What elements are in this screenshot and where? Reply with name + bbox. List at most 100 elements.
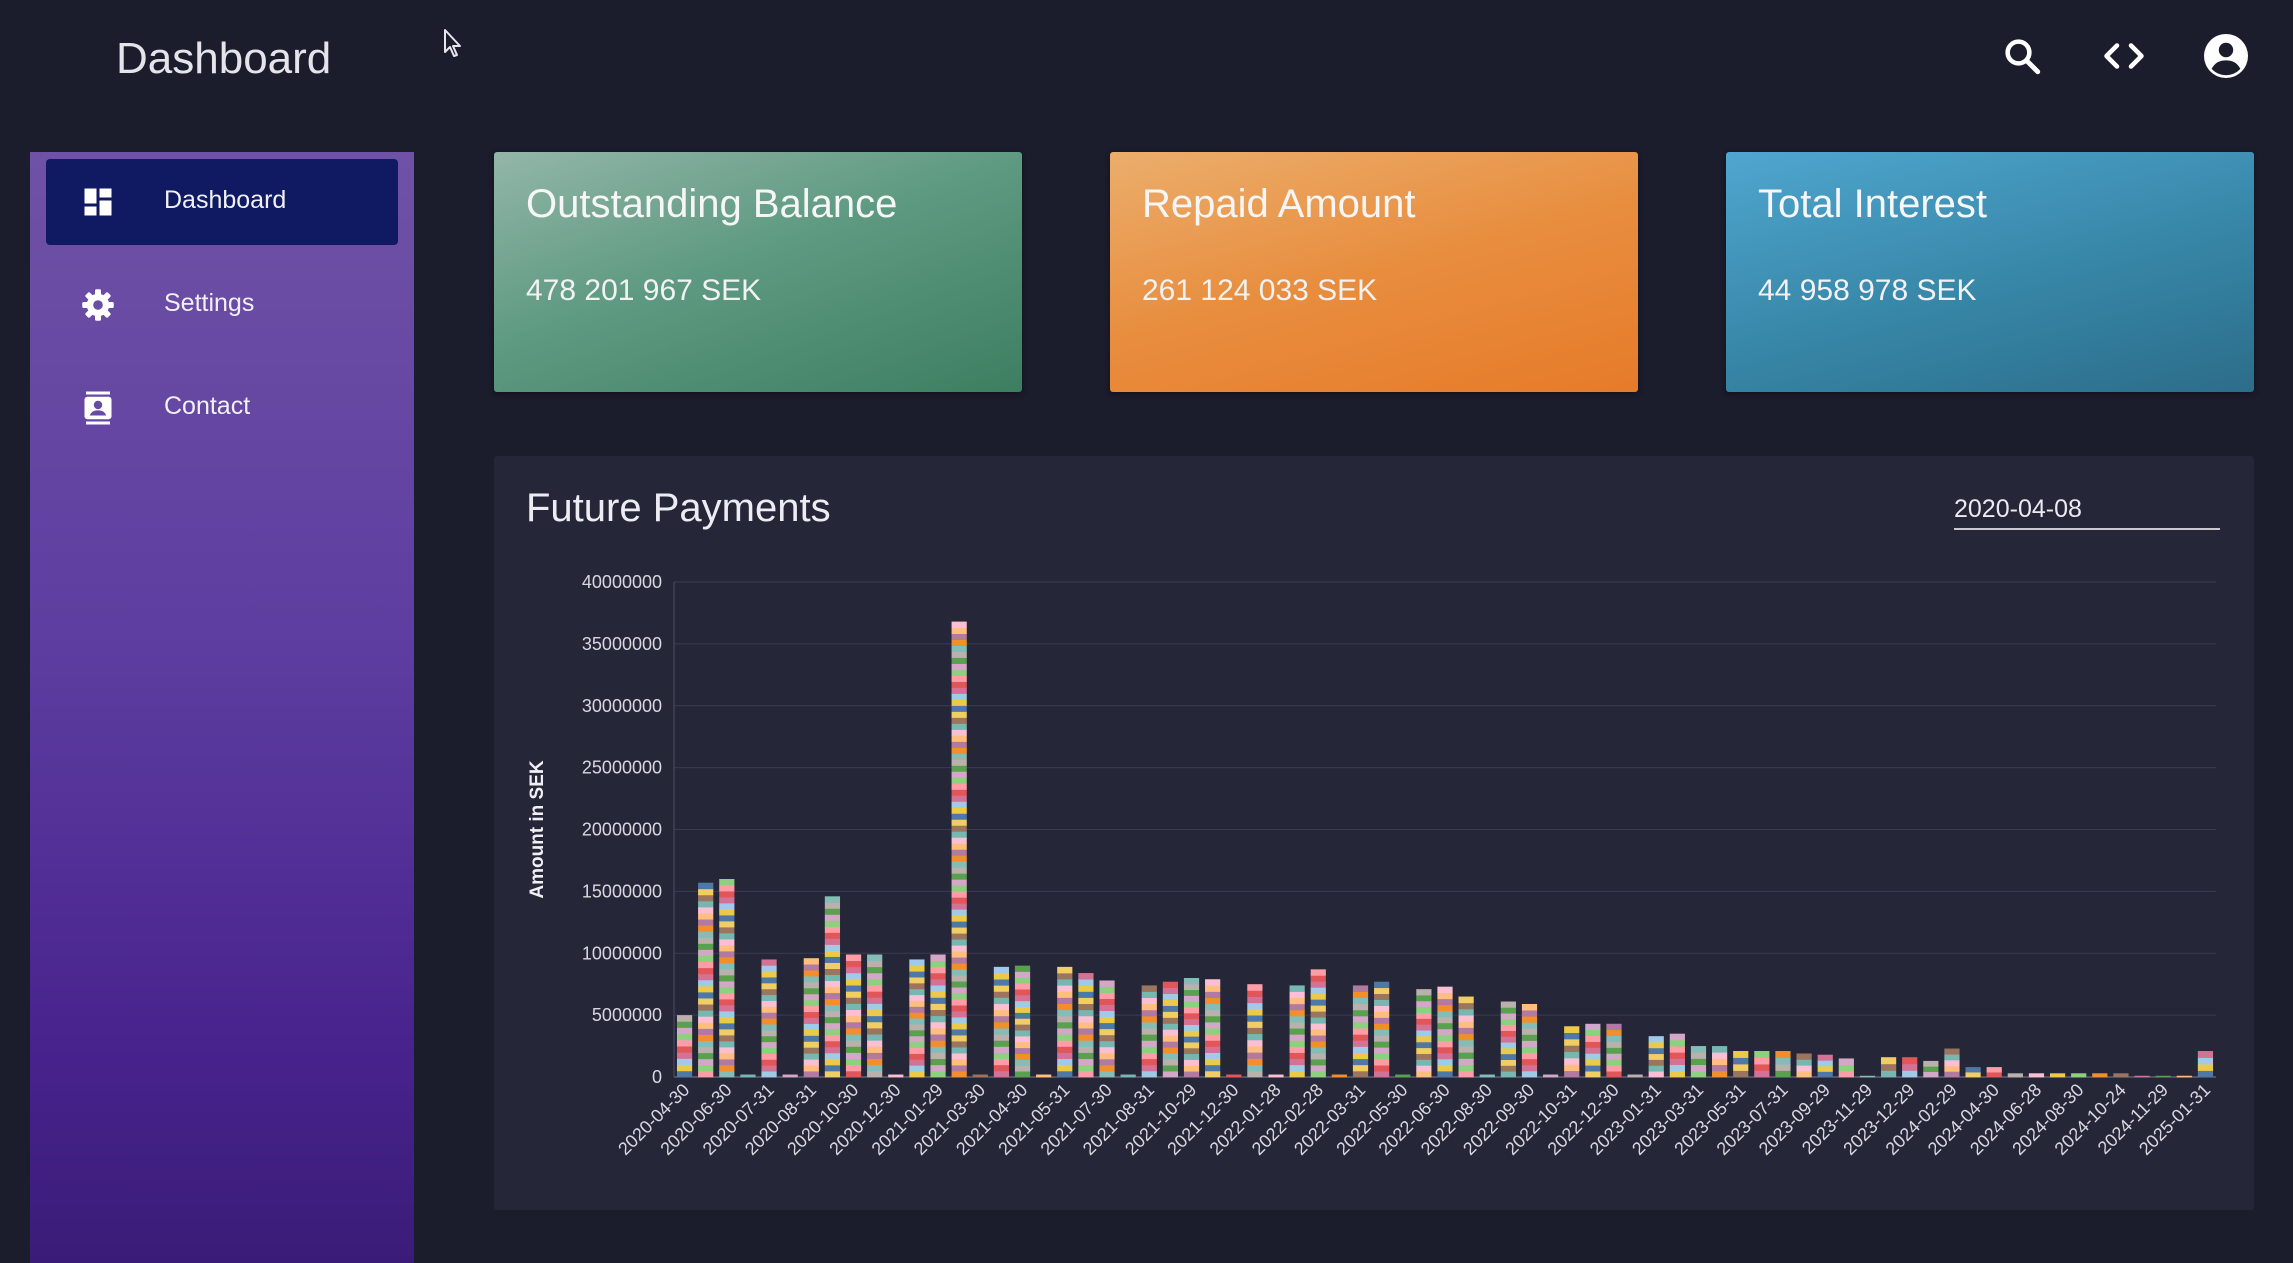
account-circle-icon[interactable]: [2200, 30, 2252, 82]
bar-3[interactable]: [740, 1074, 756, 1078]
bar-14[interactable]: [972, 1074, 988, 1078]
bar-69[interactable]: [2134, 1075, 2150, 1078]
bar-66[interactable]: [2071, 1073, 2087, 1078]
bar-44[interactable]: [1606, 1023, 1622, 1078]
bar-43[interactable]: [1585, 1023, 1601, 1078]
bar-0[interactable]: [676, 1015, 693, 1078]
bar-39[interactable]: [1500, 1001, 1516, 1078]
bar-segment: [1437, 992, 1453, 1000]
bar-65[interactable]: [2049, 1073, 2066, 1078]
bar-50[interactable]: [1733, 1051, 1749, 1078]
bar-10[interactable]: [888, 1074, 904, 1078]
bar-49[interactable]: [1711, 1046, 1728, 1078]
bar-23[interactable]: [1162, 981, 1179, 1078]
bar-67[interactable]: [2092, 1073, 2108, 1078]
bar-60[interactable]: [1944, 1048, 1960, 1078]
bar-segment: [1310, 1017, 1326, 1024]
bar-16[interactable]: [1014, 965, 1031, 1078]
bar-8[interactable]: [845, 954, 862, 1078]
bar-32[interactable]: [1352, 985, 1369, 1078]
bar-11[interactable]: [909, 959, 925, 1078]
bar-59[interactable]: [1923, 1060, 1939, 1078]
bar-7[interactable]: [824, 896, 841, 1078]
bar-segment: [1205, 1058, 1221, 1066]
bar-segment: [1310, 1047, 1326, 1054]
bar-17[interactable]: [1036, 1074, 1052, 1078]
bar-segment: [719, 969, 735, 976]
bar-62[interactable]: [1986, 1067, 2002, 1078]
sidebar-item-contact[interactable]: Contact: [46, 365, 398, 451]
bar-6[interactable]: [803, 958, 819, 1078]
bar-57[interactable]: [1880, 1057, 1897, 1078]
bar-4[interactable]: [761, 959, 777, 1078]
bar-15[interactable]: [993, 966, 1010, 1078]
bar-55[interactable]: [1838, 1058, 1854, 1078]
bar-segment: [803, 981, 819, 989]
bar-2[interactable]: [719, 879, 735, 1078]
bar-42[interactable]: [1564, 1026, 1580, 1078]
bar-18[interactable]: [1057, 966, 1073, 1078]
bar-37[interactable]: [1458, 996, 1474, 1078]
bar-19[interactable]: [1078, 973, 1094, 1078]
bar-segment: [698, 943, 714, 950]
bar-segment: [951, 777, 967, 784]
date-input[interactable]: [1954, 490, 2220, 530]
bar-25[interactable]: [1205, 979, 1221, 1078]
bar-segment: [1141, 1046, 1157, 1053]
bar-segment: [867, 1009, 883, 1017]
bar-45[interactable]: [1627, 1074, 1643, 1078]
code-icon[interactable]: [2098, 30, 2150, 82]
bar-segment: [930, 960, 946, 968]
bar-29[interactable]: [1289, 985, 1305, 1078]
bar-52[interactable]: [1775, 1051, 1791, 1078]
bar-segment: [1099, 1028, 1115, 1036]
bar-22[interactable]: [1141, 985, 1157, 1078]
bar-20[interactable]: [1099, 980, 1115, 1078]
bar-38[interactable]: [1479, 1074, 1495, 1078]
bar-41[interactable]: [1543, 1074, 1559, 1078]
bar-68[interactable]: [2113, 1073, 2129, 1078]
bar-27[interactable]: [1247, 984, 1263, 1078]
bar-segment: [1437, 1058, 1453, 1066]
bar-51[interactable]: [1754, 1051, 1770, 1078]
bar-34[interactable]: [1395, 1074, 1411, 1078]
bar-63[interactable]: [2007, 1073, 2023, 1078]
bar-56[interactable]: [1859, 1075, 1876, 1078]
bar-35[interactable]: [1416, 989, 1432, 1078]
bar-58[interactable]: [1902, 1057, 1918, 1078]
bar-12[interactable]: [930, 954, 946, 1078]
bar-26[interactable]: [1226, 1074, 1242, 1078]
bar-segment: [1247, 1033, 1263, 1041]
bar-24[interactable]: [1183, 978, 1200, 1078]
bar-30[interactable]: [1310, 969, 1326, 1078]
bar-segment: [1437, 986, 1453, 994]
bar-48[interactable]: [1690, 1046, 1707, 1078]
bar-segment: [1205, 1052, 1221, 1060]
bar-21[interactable]: [1120, 1074, 1136, 1078]
bar-1[interactable]: [698, 882, 714, 1078]
bar-segment: [824, 1028, 841, 1036]
bar-70[interactable]: [2155, 1075, 2171, 1078]
bar-72[interactable]: [2197, 1051, 2214, 1078]
sidebar-item-dashboard[interactable]: Dashboard: [46, 159, 398, 245]
bar-61[interactable]: [1965, 1067, 1981, 1078]
bar-segment: [1902, 1057, 1918, 1065]
bar-40[interactable]: [1521, 1003, 1538, 1078]
bar-31[interactable]: [1331, 1074, 1347, 1078]
bar-64[interactable]: [2028, 1073, 2045, 1078]
search-icon[interactable]: [1996, 30, 2048, 82]
sidebar-item-settings[interactable]: Settings: [46, 262, 398, 348]
bar-53[interactable]: [1796, 1053, 1812, 1078]
bar-9[interactable]: [867, 954, 883, 1078]
bar-segment: [1141, 991, 1157, 999]
bar-46[interactable]: [1648, 1036, 1664, 1078]
bar-segment: [1057, 972, 1073, 980]
bar-71[interactable]: [2176, 1075, 2192, 1078]
bar-13[interactable]: [951, 621, 967, 1078]
bar-28[interactable]: [1268, 1074, 1284, 1078]
bar-47[interactable]: [1669, 1033, 1685, 1078]
bar-33[interactable]: [1374, 981, 1390, 1078]
bar-36[interactable]: [1437, 986, 1453, 1078]
bar-5[interactable]: [782, 1074, 798, 1078]
bar-54[interactable]: [1817, 1054, 1833, 1078]
